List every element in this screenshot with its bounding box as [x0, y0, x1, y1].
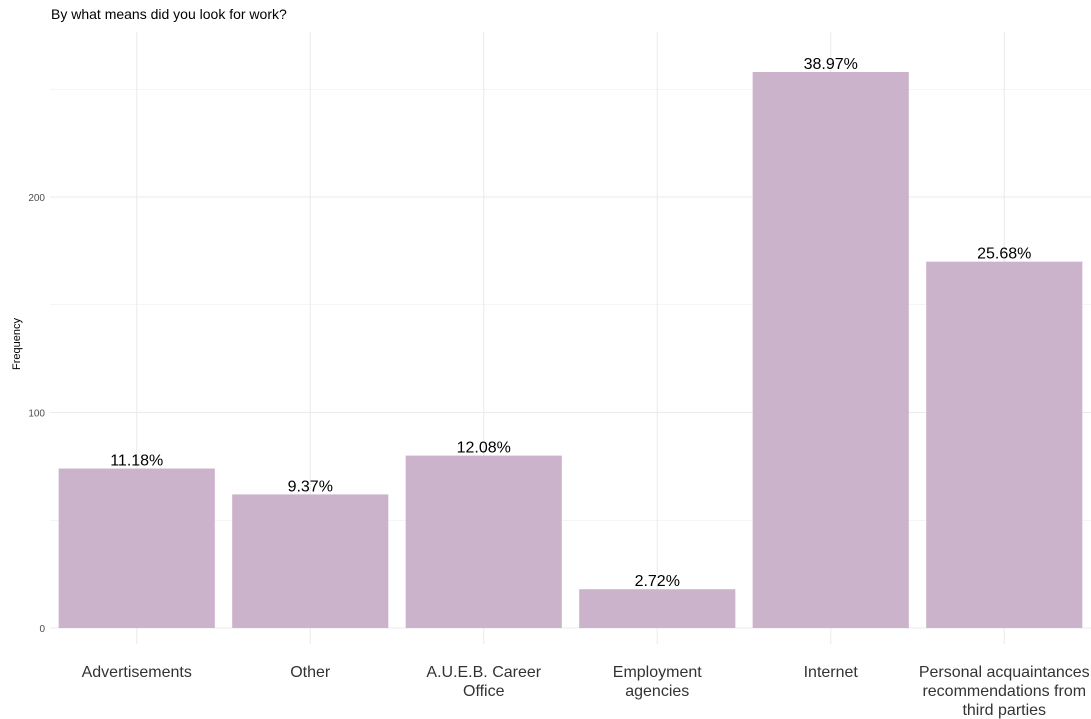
x-tick-label-line: Office [463, 683, 505, 700]
bar [406, 456, 562, 628]
y-axis-title: Frequency [11, 318, 23, 370]
x-tick-label: A.U.E.B. Career Office [426, 664, 541, 700]
data-label: 25.68% [977, 246, 1031, 263]
x-tick-label-line: recommendations from [922, 683, 1086, 700]
y-tick-label: 200 [28, 193, 45, 204]
data-label: 2.72% [635, 573, 680, 590]
y-tick-label: 0 [39, 624, 45, 635]
x-tick-label-line: A.U.E.B. Career [426, 664, 541, 681]
x-tick-label-line: Other [290, 664, 331, 681]
data-label: 9.37% [288, 478, 333, 495]
x-tick-label-line: Personal acquaintances [919, 664, 1090, 681]
x-tick-label: Internet [804, 664, 859, 681]
data-label: 12.08% [457, 440, 511, 457]
bar [59, 469, 215, 628]
data-label: 38.97% [804, 56, 858, 73]
x-tick-label-line: Advertisements [82, 664, 192, 681]
x-tick-label: Employment agencies [613, 664, 702, 700]
bar [579, 589, 735, 628]
bars-layer [59, 72, 1083, 628]
x-tick-label: Personal acquaintances recommendations fr… [919, 664, 1090, 719]
x-tick-label-line: agencies [625, 683, 689, 700]
x-tick-label: Advertisements [82, 664, 192, 681]
data-label: 11.18% [110, 453, 163, 470]
x-tick-label-line: third parties [962, 702, 1046, 719]
bar [232, 494, 388, 628]
bar [753, 72, 909, 628]
bar [926, 262, 1082, 628]
x-tick-label-line: Internet [804, 664, 859, 681]
x-tick-label-line: Employment [613, 664, 702, 681]
y-tick-label: 100 [28, 409, 45, 420]
x-tick-label: Other [290, 664, 331, 681]
